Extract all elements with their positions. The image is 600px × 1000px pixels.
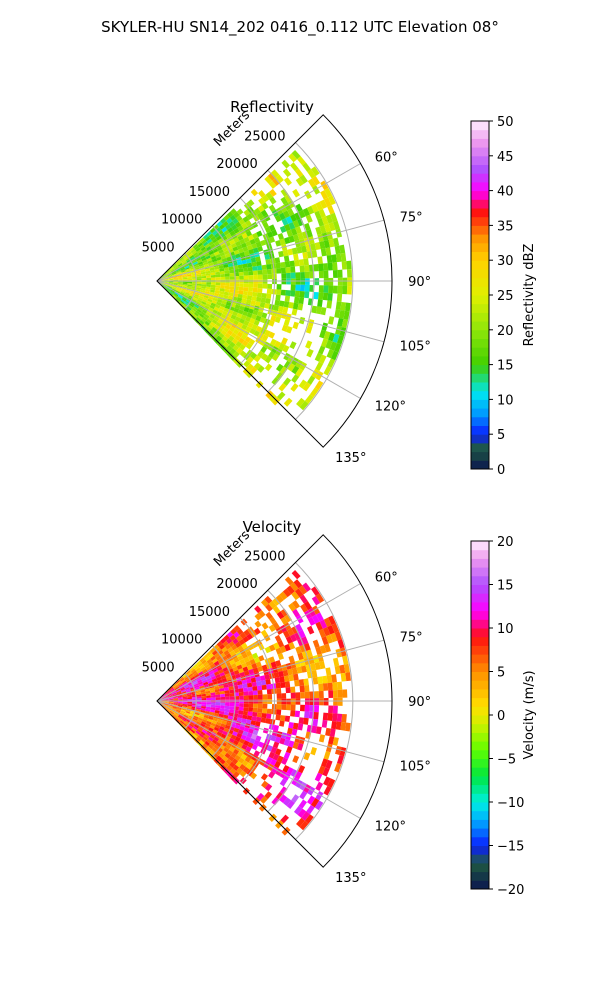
colorbar-tick-label: 10	[497, 393, 514, 408]
reflectivity-panel: Reflectivity500010000150002000025000Mete…	[142, 98, 537, 478]
colorbar-tick-label: 25	[497, 289, 514, 304]
azimuth-line-60	[156, 163, 361, 282]
panel-title: Velocity	[243, 518, 302, 536]
azimuth-line-105	[156, 280, 385, 343]
colorbar-tick-label: 10	[497, 622, 514, 637]
r-tick-label: 25000	[244, 130, 285, 145]
colorbar-tick-label: 45	[497, 150, 514, 165]
r-tick-label: 25000	[244, 550, 285, 565]
colorbar-tick-label: −20	[497, 883, 524, 898]
colorbar-tick-label: 20	[497, 324, 514, 339]
colorbar: 0 5 10 15 20 25 30 35 40 45 50 Reflectivity dBZ	[470, 115, 537, 478]
theta-tick-label: 105°	[400, 339, 431, 354]
panel-title: Reflectivity	[230, 98, 314, 116]
theta-tick-label: 90°	[408, 695, 431, 710]
theta-tick-label: 120°	[375, 400, 406, 415]
theta-tick-label: 60°	[375, 150, 398, 165]
echo-field	[158, 149, 353, 411]
theta-tick-label: 105°	[400, 759, 431, 774]
colorbar-tick-label: −10	[497, 796, 524, 811]
colorbar-tick-label: −15	[497, 840, 524, 855]
azimuth-line-75	[156, 219, 385, 282]
colorbar-tick-label: 50	[497, 115, 514, 130]
r-tick-label: 15000	[189, 185, 230, 200]
colorbar-label: Velocity (m/s)	[522, 670, 537, 759]
azimuth-line-120	[156, 700, 361, 819]
theta-tick-label: 60°	[375, 570, 398, 585]
r-tick-label: 5000	[142, 660, 175, 675]
colorbar-tick-label: 5	[497, 428, 505, 443]
r-tick-label: 20000	[216, 577, 257, 592]
azimuth-line-75	[156, 639, 385, 702]
azimuth-line-60	[156, 583, 361, 702]
velocity-panel: Velocity500010000150002000025000Meters60…	[142, 518, 537, 898]
theta-tick-label: 135°	[335, 871, 366, 886]
r-tick-label: 10000	[161, 633, 202, 648]
theta-tick-label: 90°	[408, 275, 431, 290]
figure-title: SKYLER-HU SN14_202 0416_0.112 UTC Elevat…	[101, 18, 499, 37]
r-tick-label: 5000	[142, 240, 175, 255]
colorbar-tick-label: 40	[497, 185, 514, 200]
sector-frame	[156, 114, 393, 448]
colorbar-tick-label: 30	[497, 254, 514, 269]
colorbar-tick-label: 35	[497, 219, 514, 234]
colorbar-tick-label: 5	[497, 666, 505, 681]
theta-tick-label: 75°	[400, 631, 423, 646]
colorbar-tick-label: 15	[497, 359, 514, 374]
r-tick-label: 20000	[216, 157, 257, 172]
sector-frame	[156, 534, 393, 868]
colorbar-tick-label: 20	[497, 535, 514, 550]
azimuth-line-105	[156, 700, 385, 763]
r-tick-label: 10000	[161, 213, 202, 228]
azimuth-line-120	[156, 280, 361, 399]
colorbar-tick-label: 0	[497, 463, 505, 478]
theta-tick-label: 75°	[400, 211, 423, 226]
theta-tick-label: 120°	[375, 820, 406, 835]
colorbar-tick-label: 0	[497, 709, 505, 724]
colorbar-tick-label: −5	[497, 753, 516, 768]
theta-tick-label: 135°	[335, 451, 366, 466]
r-tick-label: 15000	[189, 605, 230, 620]
colorbar-tick-label: 15	[497, 579, 514, 594]
colorbar: −20 −15 −10 −5 0 5 10 15 20 Velocity (m/s)	[470, 535, 537, 898]
colorbar-label: Reflectivity dBZ	[522, 244, 537, 347]
